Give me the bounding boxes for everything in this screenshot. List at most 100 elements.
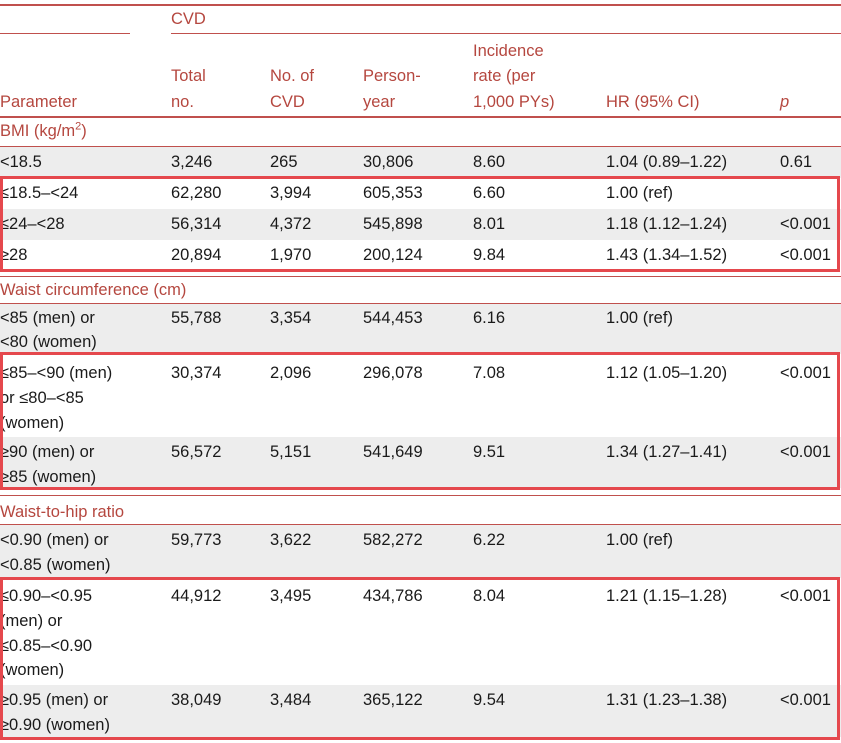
table-row: <18.5 3,246 265 30,806 8.60 1.04 (0.89–1… — [0, 147, 841, 178]
whr-top-rule — [0, 495, 841, 496]
param-cell: ≥0.90 (women) — [0, 716, 110, 734]
param-cell: ≤0.90–<0.95 — [0, 587, 93, 605]
col-hr: HR (95% CI) — [606, 93, 700, 111]
personyear-cell: 434,786 — [363, 587, 423, 605]
parameter-rule — [0, 33, 130, 34]
cvd-cell: 4,372 — [270, 215, 312, 233]
incidence-cell: 9.54 — [473, 691, 506, 709]
table-row: ≤85–<90 (men) or ≤80–<85 (women) 30,374 … — [0, 355, 841, 437]
section-waist: Waist circumference (cm) — [0, 281, 187, 299]
hr-cell: 1.43 (1.34–1.52) — [606, 246, 728, 264]
hr-cell: 1.34 (1.27–1.41) — [606, 443, 728, 461]
total-cell: 62,280 — [171, 184, 222, 202]
param-cell: ≥90 (men) or — [0, 443, 95, 461]
incidence-cell: 8.01 — [473, 215, 506, 233]
total-cell: 38,049 — [171, 691, 222, 709]
col-total-line1: Total — [171, 67, 206, 85]
total-cell: 44,912 — [171, 587, 222, 605]
param-cell: (men) or — [0, 612, 63, 630]
param-cell: ≤85–<90 (men) — [0, 364, 113, 382]
header-bottom-rule — [0, 116, 841, 118]
param-cell: ≥85 (women) — [0, 468, 97, 486]
param-cell: ≥28 — [0, 246, 28, 264]
p-cell: <0.001 — [780, 443, 831, 461]
personyear-cell: 545,898 — [363, 215, 423, 233]
table-row: ≤0.90–<0.95 (men) or ≤0.85–<0.90 (women)… — [0, 579, 841, 685]
col-incidence-line3: 1,000 PYs) — [473, 93, 555, 111]
hr-cell: 1.00 (ref) — [606, 309, 673, 327]
param-cell: <85 (men) or — [0, 309, 95, 327]
cvd-group-rule — [171, 33, 841, 34]
cvd-cell: 3,622 — [270, 531, 312, 549]
incidence-cell: 8.04 — [473, 587, 506, 605]
col-personyear-line2: year — [363, 93, 396, 111]
p-cell: <0.001 — [780, 364, 831, 382]
hr-cell: 1.00 (ref) — [606, 531, 673, 549]
table-row: ≤18.5–<24 62,280 3,994 605,353 6.60 1.00… — [0, 178, 841, 209]
personyear-cell: 544,453 — [363, 309, 423, 327]
param-cell: ≤18.5–<24 — [0, 184, 79, 202]
param-cell: ≥0.95 (men) or — [0, 691, 109, 709]
hr-cell: 1.21 (1.15–1.28) — [606, 587, 728, 605]
total-cell: 30,374 — [171, 364, 222, 382]
cvd-cell: 3,495 — [270, 587, 312, 605]
param-cell: (women) — [0, 414, 65, 432]
col-incidence-line2: rate (per — [473, 67, 536, 85]
total-cell: 59,773 — [171, 531, 222, 549]
incidence-cell: 9.51 — [473, 443, 506, 461]
p-cell: <0.001 — [780, 587, 831, 605]
cvd-cell: 3,354 — [270, 309, 312, 327]
incidence-cell: 6.16 — [473, 309, 506, 327]
param-cell: or ≤80–<85 — [0, 389, 84, 407]
param-cell: (women) — [0, 661, 65, 679]
personyear-cell: 582,272 — [363, 531, 423, 549]
bmi-rule — [0, 146, 841, 147]
param-cell: <0.85 (women) — [0, 556, 111, 574]
hr-cell: 1.31 (1.23–1.38) — [606, 691, 728, 709]
param-cell: ≤0.85–<0.90 — [0, 637, 93, 655]
param-cell: <0.90 (men) or — [0, 531, 109, 549]
incidence-cell: 8.60 — [473, 153, 506, 171]
hr-cell: 1.12 (1.05–1.20) — [606, 364, 728, 382]
cvd-cell: 3,484 — [270, 691, 312, 709]
total-cell: 20,894 — [171, 246, 222, 264]
table-row: ≥90 (men) or ≥85 (women) 56,572 5,151 54… — [0, 437, 841, 488]
param-cell: <18.5 — [0, 153, 42, 171]
col-cvd-line1: No. of — [270, 67, 315, 85]
personyear-cell: 541,649 — [363, 443, 423, 461]
cvd-cell: 265 — [270, 153, 298, 171]
incidence-cell: 9.84 — [473, 246, 506, 264]
table-row: <0.90 (men) or <0.85 (women) 59,773 3,62… — [0, 525, 841, 578]
personyear-cell: 200,124 — [363, 246, 423, 264]
total-cell: 55,788 — [171, 309, 222, 327]
param-cell: <80 (women) — [0, 333, 97, 351]
cvd-cell: 3,994 — [270, 184, 312, 202]
col-cvd-line2: CVD — [270, 93, 305, 111]
cvd-group-label: CVD — [171, 10, 206, 28]
cvd-cell: 5,151 — [270, 443, 312, 461]
p-cell: 0.61 — [780, 153, 813, 171]
col-personyear-line1: Person- — [363, 67, 421, 85]
hr-cell: 1.18 (1.12–1.24) — [606, 215, 728, 233]
hr-cell: 1.00 (ref) — [606, 184, 673, 202]
col-p: p — [780, 93, 790, 111]
waist-rule — [0, 303, 841, 304]
personyear-cell: 30,806 — [363, 153, 414, 171]
section-bmi: BMI (kg/m2) — [0, 120, 87, 140]
personyear-cell: 605,353 — [363, 184, 423, 202]
incidence-cell: 6.22 — [473, 531, 506, 549]
table-row: <85 (men) or <80 (women) 55,788 3,354 54… — [0, 304, 841, 354]
hr-cell: 1.04 (0.89–1.22) — [606, 153, 728, 171]
total-cell: 56,314 — [171, 215, 222, 233]
col-incidence-line1: Incidence — [473, 42, 544, 60]
incidence-cell: 6.60 — [473, 184, 506, 202]
whr-rule — [0, 524, 841, 525]
param-cell: ≤24–<28 — [0, 215, 65, 233]
personyear-cell: 296,078 — [363, 364, 423, 382]
col-parameter: Parameter — [0, 93, 78, 111]
p-cell: <0.001 — [780, 246, 831, 264]
total-cell: 3,246 — [171, 153, 213, 171]
section-whr: Waist-to-hip ratio — [0, 503, 125, 521]
cvd-cell: 2,096 — [270, 364, 312, 382]
cvd-cell: 1,970 — [270, 246, 312, 264]
